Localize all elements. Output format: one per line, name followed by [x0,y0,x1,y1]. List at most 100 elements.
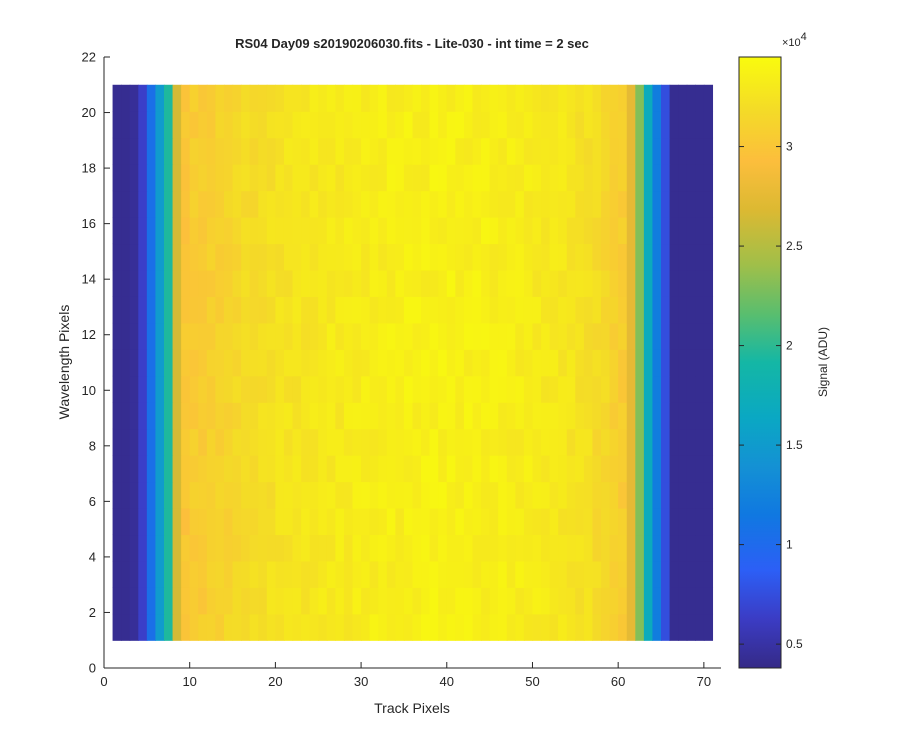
heatmap-cell [583,507,594,536]
heatmap-cell [232,111,242,139]
heatmap-cell [163,455,174,483]
heatmap-cell [155,111,165,139]
heatmap-cell [395,217,405,245]
heatmap-cell [566,560,576,588]
heatmap-cell [575,164,585,192]
heatmap-cell [412,322,422,350]
heatmap-cell [309,428,319,456]
heatmap-cell [155,137,165,165]
heatmap-cell [172,164,182,192]
heatmap-cell [241,111,251,139]
heatmap-cell [309,190,319,218]
heatmap-cell [429,507,439,536]
heatmap-cell [121,190,131,218]
heatmap-cell [635,164,645,192]
heatmap-cell [223,560,234,588]
heatmap-cell [258,243,268,271]
heatmap-cell [266,560,276,588]
heatmap-cell [343,322,354,350]
heatmap-cell [292,507,302,536]
heatmap-cell [446,375,456,403]
heatmap-cell [292,375,302,403]
heatmap-cell [249,296,259,324]
heatmap-cell [292,269,302,297]
heatmap-cell [558,217,568,245]
heatmap-cell [352,296,362,324]
heatmap-cell [352,137,362,165]
heatmap-cell [523,481,534,509]
heatmap-cell [223,84,234,112]
heatmap-cell [652,84,662,112]
y-axis-label: Wavelength Pixels [56,305,72,420]
heatmap-cell [189,428,199,456]
heatmap-cell [446,428,456,456]
heatmap-cell [558,111,568,139]
heatmap-cell [515,217,525,245]
x-tick-label: 60 [611,674,625,689]
heatmap-cell [112,349,122,377]
heatmap-cell [206,534,216,562]
heatmap-cell [206,296,216,324]
heatmap-cell [515,164,525,192]
heatmap-cell [661,217,671,245]
heatmap-cell [386,402,396,430]
heatmap-cell [241,455,251,483]
heatmap-cell [343,587,354,615]
heatmap-cell [283,613,294,641]
heatmap-cell [326,507,336,536]
heatmap-cell [155,560,165,588]
heatmap-cell [343,375,354,403]
heatmap-cell [146,190,157,218]
heatmap-cell [652,243,662,271]
heatmap-cell [489,217,499,245]
heatmap-cell [146,534,157,562]
heatmap-cell [506,534,516,562]
heatmap-cell [129,375,139,403]
heatmap-cell [515,349,525,377]
heatmap-cell [541,137,551,165]
heatmap-cell [583,137,594,165]
heatmap-cell [695,269,705,297]
heatmap-cell [361,402,371,430]
heatmap-cell [489,455,499,483]
heatmap-cell [215,243,225,271]
heatmap-cell [403,587,414,615]
heatmap-cell [275,322,285,350]
heatmap-cell [481,560,491,588]
heatmap-cell [541,269,551,297]
heatmap-cell [463,507,474,536]
heatmap-cell [446,269,456,297]
heatmap-cell [121,534,131,562]
heatmap-cell [541,560,551,588]
heatmap-cell [335,269,345,297]
heatmap-cell [146,455,157,483]
heatmap-cell [283,296,294,324]
heatmap-cell [386,243,396,271]
heatmap-cell [249,217,259,245]
heatmap-cell [292,349,302,377]
heatmap-cell [232,534,242,562]
heatmap-cell [532,296,542,324]
heatmap-cell [206,560,216,588]
heatmap-cell [601,296,611,324]
heatmap-cell [292,481,302,509]
heatmap-cell [232,243,242,271]
x-axis: 0 10 20 30 40 50 60 70 [100,662,721,689]
heatmap-cell [575,613,585,641]
heatmap-cell [318,560,328,588]
heatmap-cell [206,190,216,218]
heatmap-cell [121,455,131,483]
heatmap-cell [463,613,474,641]
heatmap-cell [558,322,568,350]
heatmap-cell [361,190,371,218]
heatmap-cell [635,111,645,139]
heatmap-cell [678,322,688,350]
heatmap-cell [635,349,645,377]
heatmap-cell [232,455,242,483]
heatmap-cell [412,217,422,245]
heatmap-cell [155,375,165,403]
heatmap-cell [189,269,199,297]
heatmap-cell [189,243,199,271]
heatmap-cell [592,349,602,377]
heatmap-cell [258,111,268,139]
